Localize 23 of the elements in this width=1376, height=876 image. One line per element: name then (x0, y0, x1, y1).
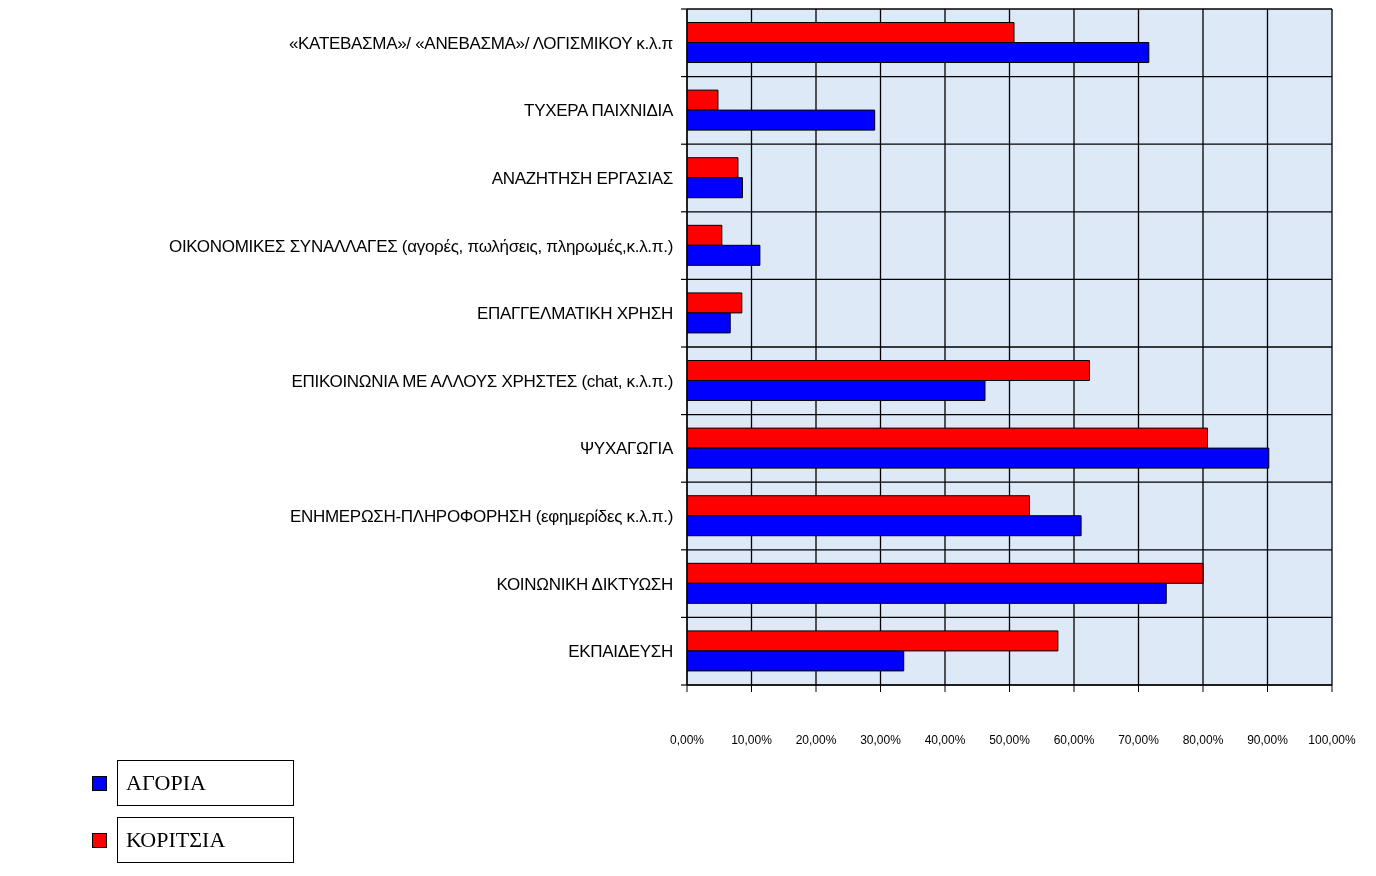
x-tick-label: 0,00% (669, 732, 705, 747)
y-tick-label: ΨΥΧΑΓΩΓΙΑ (579, 439, 674, 459)
x-tick-label: 40,00% (924, 732, 966, 747)
x-tick-label: 10,00% (731, 732, 773, 747)
legend-label: ΑΓΟΡΙΑ (126, 770, 206, 796)
x-tick-label: 50,00% (989, 732, 1031, 747)
x-tick-label: 90,00% (1247, 732, 1289, 747)
x-tick-label: 60,00% (1053, 732, 1095, 747)
x-tick-label: 30,00% (860, 732, 902, 747)
x-tick-label: 80,00% (1182, 732, 1224, 747)
y-tick-label: ΕΝΗΜΕΡΩΣΗ-ΠΛΗΡΟΦΟΡΗΣΗ (εφημερίδες κ.λ.π.) (289, 506, 673, 526)
y-tick-label: ΚΟΙΝΩΝΙΚΗ ΔΙΚΤΥΩΣΗ (496, 574, 673, 594)
y-tick-label: ΕΠΑΓΓΕΛΜΑΤΙΚΗ ΧΡΗΣΗ (476, 304, 673, 324)
y-tick-label: ΕΚΠΑΙΔΕΥΣΗ (568, 642, 673, 662)
x-tick-label: 20,00% (795, 732, 837, 747)
y-tick-label: ΤΥΧΕΡΑ ΠΑΙΧΝΙΔΙΑ (524, 101, 674, 121)
x-tick-label: 100,00% (1308, 732, 1357, 747)
y-tick-label: «ΚΑΤΕΒΑΣΜΑ»/ «ΑΝΕΒΑΣΜΑ»/ ΛΟΓΙΣΜΙΚΟΥ κ.λ.π (288, 33, 673, 53)
x-tick-label: 70,00% (1118, 732, 1160, 747)
y-tick-label: ΑΝΑΖΗΤΗΣΗ ΕΡΓΑΣΙΑΣ (491, 168, 673, 188)
y-tick-label: ΟΙΚΟΝΟΜΙΚΕΣ ΣΥΝΑΛΛΑΓΕΣ (αγορές, πωλήσεις, πληρωμές,κ.λ.π.) (168, 236, 673, 256)
y-tick-label: ΕΠΙΚΟΙΝΩΝΙΑ ΜΕ ΑΛΛΟΥΣ ΧΡΗΣΤΕΣ (chat, κ.λ.π.) (291, 371, 673, 391)
legend-label: ΚΟΡΙΤΣΙΑ (126, 827, 226, 853)
